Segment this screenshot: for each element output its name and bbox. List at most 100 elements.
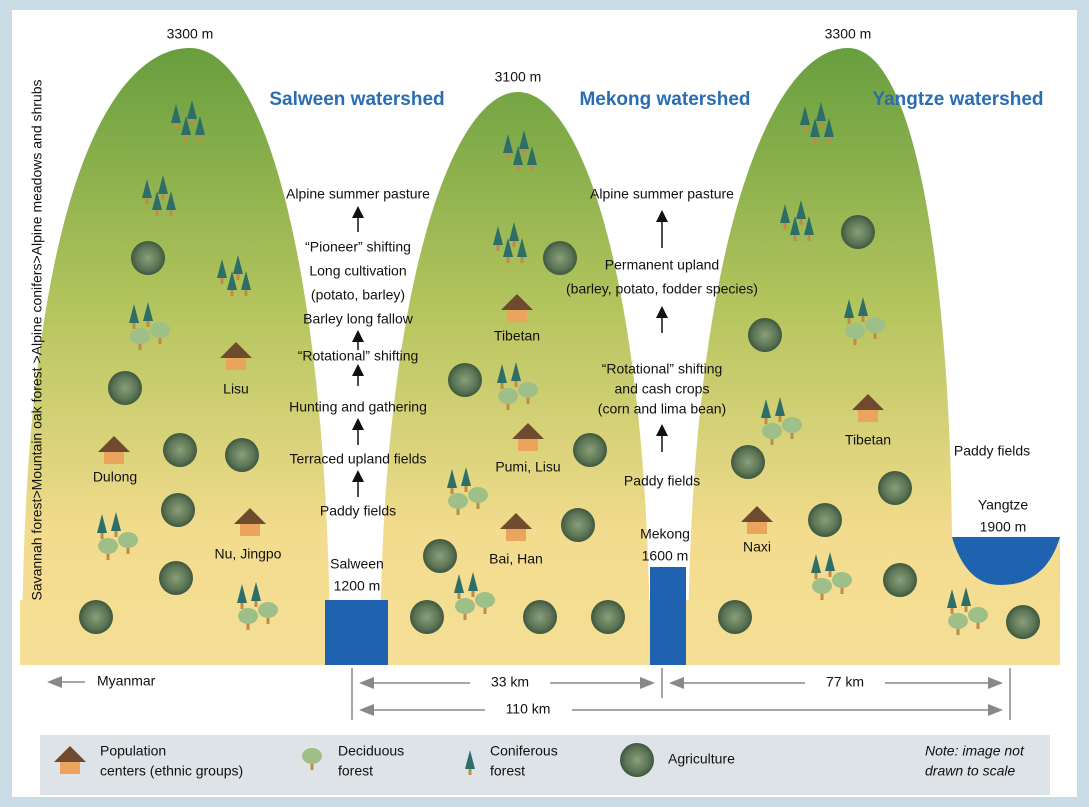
distance-label: 33 km [491, 674, 529, 690]
trunk [146, 197, 149, 204]
deciduous [238, 608, 258, 624]
trunk [515, 380, 518, 387]
house-body [747, 520, 767, 534]
trunk [469, 768, 472, 775]
deciduous [448, 493, 468, 509]
watershed-title: Salween watershed [269, 89, 444, 110]
sequence-label: Hunting and gathering [289, 399, 427, 415]
river-name: Yangtze [978, 497, 1029, 513]
agriculture [161, 493, 195, 527]
deciduous [845, 323, 865, 339]
trunk [245, 289, 248, 296]
agriculture [883, 563, 917, 597]
trunk [808, 234, 811, 241]
legend-text: centers (ethnic groups) [100, 763, 243, 779]
legend-text: Coniferous [490, 743, 558, 759]
distance-label: 77 km [826, 674, 864, 690]
trunk [170, 209, 173, 216]
deciduous [258, 602, 278, 618]
house-body [506, 527, 526, 541]
peak-label: 3300 m [167, 26, 214, 42]
trunk [820, 120, 823, 127]
vegetation-zones: Savannah forest>Mountain oak forest >Alp… [29, 79, 45, 600]
watershed-title: Mekong watershed [579, 89, 750, 110]
sequence-label: (potato, barley) [311, 287, 405, 303]
sequence-label: Alpine summer pasture [286, 186, 430, 202]
trunk [147, 320, 150, 327]
agriculture [1006, 605, 1040, 639]
trunk [101, 532, 104, 539]
deciduous [762, 423, 782, 439]
legend-note: Note: image not [925, 743, 1025, 759]
agriculture [620, 743, 654, 777]
deciduous [865, 317, 885, 333]
trunk [951, 607, 954, 614]
deciduous [468, 487, 488, 503]
diagram: 3300 m 3100 m 3300 m Savannah forest>Mou… [0, 0, 1089, 807]
group-label: Bai, Han [489, 551, 543, 567]
sequence-label: Alpine summer pasture [590, 186, 734, 202]
sequence-label: Paddy fields [320, 503, 396, 519]
deciduous [302, 748, 322, 764]
trunk [237, 273, 240, 280]
group-label: Nu, Jingpo [215, 546, 282, 562]
agriculture [543, 241, 577, 275]
trunk [185, 134, 188, 141]
deciduous [518, 382, 538, 398]
trunk [191, 118, 194, 125]
agriculture [808, 503, 842, 537]
group-label: Dulong [93, 469, 137, 485]
trunk [199, 134, 202, 141]
deciduous [782, 417, 802, 433]
trunk [814, 136, 817, 143]
trunk [523, 148, 526, 155]
deciduous [832, 572, 852, 588]
group-label: Pumi, Lisu [495, 459, 560, 475]
agriculture [225, 438, 259, 472]
trunk [815, 572, 818, 579]
river-elevation: 1200 m [334, 578, 381, 594]
trunk [162, 193, 165, 200]
trunk [221, 277, 224, 284]
agriculture [523, 600, 557, 634]
agriculture [131, 241, 165, 275]
group-label: Tibetan [845, 432, 891, 448]
trunk [800, 218, 803, 225]
trunk [829, 570, 832, 577]
agriculture [163, 433, 197, 467]
trunk [115, 530, 118, 537]
trunk [241, 602, 244, 609]
agriculture [748, 318, 782, 352]
watershed-title: Yangtze watershed [872, 89, 1043, 110]
sequence-label: Long cultivation [309, 263, 406, 279]
river-elevation: 1600 m [642, 548, 689, 564]
peak-label: 3300 m [825, 26, 872, 42]
trunk [784, 222, 787, 229]
deciduous [455, 598, 475, 614]
trunk [779, 415, 782, 422]
trunk [513, 240, 516, 247]
agriculture [423, 539, 457, 573]
trunk [765, 417, 768, 424]
trunk [521, 256, 524, 263]
trunk [862, 315, 865, 322]
trunk [175, 122, 178, 129]
trunk [231, 289, 234, 296]
house-body [240, 522, 260, 536]
trunk [507, 256, 510, 263]
house-body [104, 450, 124, 464]
agriculture [448, 363, 482, 397]
trunk [507, 152, 510, 159]
country-label: Myanmar [97, 673, 156, 689]
house-body [60, 760, 80, 774]
group-label: Tibetan [494, 328, 540, 344]
agriculture [573, 433, 607, 467]
trunk [965, 605, 968, 612]
trunk [458, 592, 461, 599]
agriculture [159, 561, 193, 595]
trunk [794, 234, 797, 241]
trunk [804, 124, 807, 131]
trunk [848, 317, 851, 324]
deciduous [130, 328, 150, 344]
agriculture [841, 215, 875, 249]
